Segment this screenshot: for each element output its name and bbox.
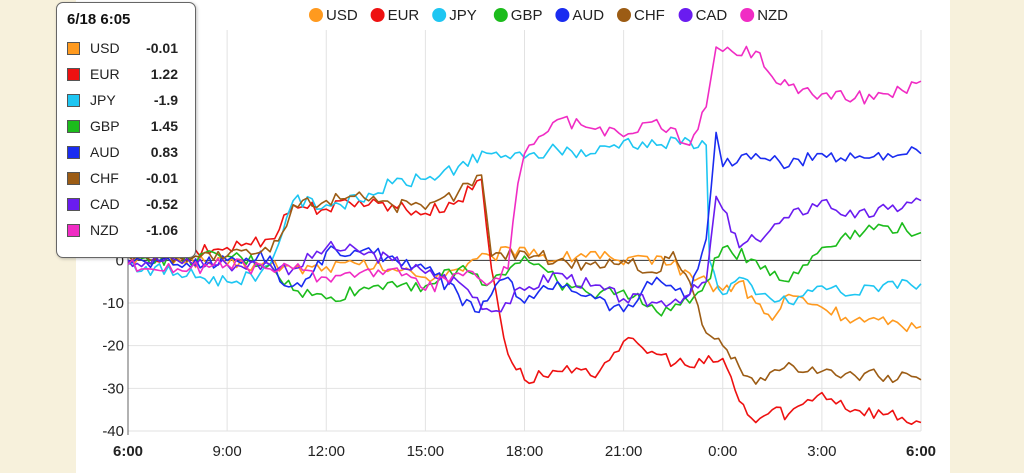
legend-label-usd: USD [326, 7, 358, 24]
x-tick-label: 6:00 [113, 443, 143, 460]
tooltip-row-nzd: NZD -1.06 [67, 217, 185, 243]
series-line-chf [127, 174, 922, 385]
legend-label-nzd: NZD [757, 7, 788, 24]
x-tick-label: 12:00 [307, 443, 345, 460]
y-tick-label: -30 [102, 380, 124, 397]
tooltip-series-value: -0.01 [146, 40, 178, 56]
tooltip-rows: USD -0.01 EUR 1.22 JPY -1.9 GBP 1.45 AUD 0.83 CHF -… [67, 35, 185, 243]
tooltip-title: 6/18 6:05 [67, 11, 131, 28]
y-tick-label: 0 [116, 252, 124, 269]
legend-label-jpy: JPY [449, 7, 477, 24]
series-line-aud [127, 131, 922, 314]
tooltip-row-cad: CAD -0.52 [67, 191, 185, 217]
legend-label-chf: CHF [634, 7, 665, 24]
tooltip-series-name: AUD [90, 144, 120, 160]
y-tick-label: -40 [102, 423, 124, 440]
x-tick-label: 15:00 [407, 443, 445, 460]
legend-label-eur: EUR [388, 7, 420, 24]
legend-marker-jpy [432, 8, 447, 22]
x-tick-label: 18:00 [506, 443, 544, 460]
legend-marker-chf [617, 8, 631, 22]
series-line-cad [127, 195, 922, 313]
x-tick-label: 0:00 [708, 443, 737, 460]
tooltip-swatch [67, 41, 80, 55]
tooltip-swatch [67, 93, 80, 107]
tooltip-row-eur: EUR 1.22 [67, 61, 185, 87]
tooltip-swatch [67, 223, 80, 237]
legend-marker-aud [555, 8, 570, 22]
tooltip-row-aud: AUD 0.83 [67, 139, 185, 165]
legend-marker-usd [309, 8, 323, 22]
tooltip-series-value: -1.06 [146, 222, 178, 238]
x-tick-label: 6:00 [906, 443, 936, 460]
y-tick-label: -20 [102, 338, 124, 355]
tooltip-swatch [67, 67, 80, 81]
series-line-jpy [127, 136, 922, 306]
tooltip-series-name: EUR [90, 66, 120, 82]
legend: USD EUR JPY GBP AUD CHF CAD NZD [309, 7, 788, 24]
grid [128, 30, 922, 432]
tooltip-series-value: 0.83 [150, 144, 178, 160]
legend-label-aud: AUD [572, 7, 604, 24]
tooltip-series-value: -0.01 [146, 170, 178, 186]
tooltip-series-name: NZD [90, 222, 119, 238]
tooltip-swatch [67, 171, 80, 185]
tooltip-series-name: JPY [90, 92, 116, 108]
legend-marker-nzd [740, 8, 755, 22]
tooltip-swatch [67, 145, 80, 159]
x-tick-label: 3:00 [807, 443, 836, 460]
tooltip-row-gbp: GBP 1.45 [67, 113, 185, 139]
tooltip-series-value: 1.45 [150, 118, 178, 134]
chart-panel: -40 -30 -20 -10 0 6:00 9:00 12:00 15:00 18:00 21:0… [76, 0, 950, 473]
tooltip-series-name: CAD [90, 196, 120, 212]
series-line-nzd [127, 45, 922, 293]
x-tick-label: 9:00 [213, 443, 242, 460]
tooltip-series-value: -1.9 [153, 92, 178, 108]
tooltip-swatch [67, 119, 80, 133]
x-tick-label: 21:00 [605, 443, 643, 460]
series-line-eur [127, 178, 922, 425]
series-lines [127, 45, 922, 425]
hover-tooltip: 6/18 6:05 USD -0.01 EUR 1.22 JPY -1.9 GBP 1.45 A… [56, 2, 196, 258]
tooltip-series-name: GBP [90, 118, 120, 134]
line-chart: -40 -30 -20 -10 0 6:00 9:00 12:00 15:00 18:00 21:0… [102, 7, 936, 460]
tooltip-series-value: -0.52 [146, 196, 178, 212]
legend-marker-cad [678, 8, 693, 22]
tooltip-series-name: USD [90, 40, 120, 56]
legend-label-cad: CAD [696, 7, 728, 24]
y-tick-label: -10 [102, 295, 124, 312]
tooltip-row-jpy: JPY -1.9 [67, 87, 185, 113]
tooltip-row-chf: CHF -0.01 [67, 165, 185, 191]
legend-marker-eur [370, 8, 385, 22]
legend-marker-gbp [493, 8, 508, 22]
legend-label-gbp: GBP [511, 7, 543, 24]
tooltip-series-value: 1.22 [150, 66, 178, 82]
tooltip-series-name: CHF [90, 170, 119, 186]
tooltip-swatch [67, 197, 80, 211]
tooltip-row-usd: USD -0.01 [67, 35, 185, 61]
